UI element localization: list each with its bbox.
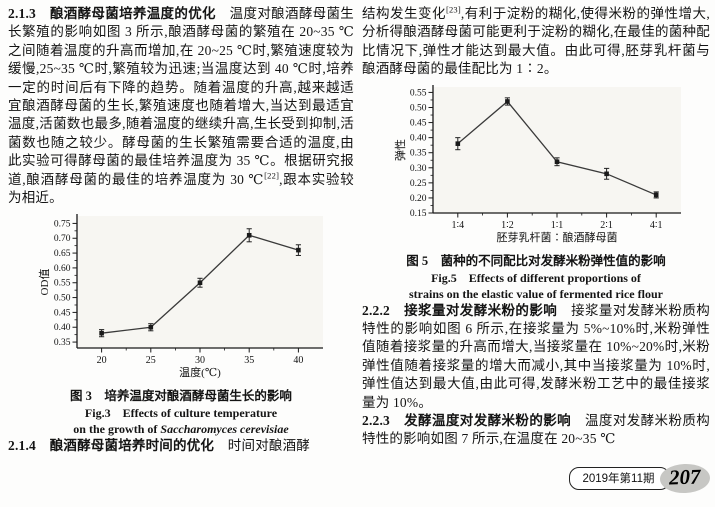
- data-point-marker: [653, 192, 659, 197]
- x-tick-label: 30: [195, 355, 205, 366]
- section-2-2-2-heading: 2.2.2 接浆量对发酵米粉的影响: [362, 302, 558, 318]
- x-tick-label: 35: [244, 355, 254, 366]
- figure-3-caption-en-1: Fig.3 Effects of culture temperature: [84, 406, 278, 421]
- x-tick-label: 20: [97, 355, 107, 366]
- left-column: 2.1.3 酿酒酵母菌培养温度的优化 温度对酿酒酵母菌生长繁殖的影响如图 3 所…: [8, 5, 354, 456]
- x-tick-label: 2∶1: [600, 220, 613, 231]
- section-2-2-2-body: 接浆量对发酵米粉质构特性的影响如图 6 所示,在接浆量为 5%~10%时,米粉弹…: [362, 302, 710, 410]
- figure-5-caption-en-2: strains on the elastic value of fermente…: [409, 286, 663, 301]
- section-2-2-3-body: 温度对发酵米粉质构特性的影响如图 7 所示,在温度在 20~35 ℃: [362, 413, 710, 447]
- y-tick-label: 0.40: [54, 324, 71, 334]
- x-axis-title: 胚芽乳杆菌∶酿酒酵母菌: [497, 230, 618, 244]
- y-tick-label: 0.50: [410, 103, 427, 113]
- section-2-1-3-body: 温度对酿酒酵母菌生长繁殖的影响如图 3 所示,酿酒酵母菌的繁殖在 20~35 ℃…: [8, 6, 354, 187]
- y-tick-label: 0.40: [410, 133, 427, 143]
- data-point-marker: [455, 140, 461, 146]
- paragraph-2-2-3: 2.2.3 发酵温度对发酵米粉的影响 温度对发酵米粉质构特性的影响如图 7 所示…: [362, 412, 710, 449]
- paragraph-continuation: 结构发生变化[23],有利于淀粉的糊化,使得米粉的弹性增大,分析得酿酒酵母菌可能…: [362, 5, 710, 79]
- section-2-1-3-body-tail: ,跟本实验较为相近。: [8, 171, 355, 206]
- figure-5-caption-en-1: Fig.5 Effects of different proportions o…: [431, 270, 641, 285]
- page-footer: 2019年第11期 207: [569, 463, 710, 494]
- figure-5: 0.15 0.20 0.25 0.30 0.35 0.40 0.45 0.50 0.55 1∶4 1…: [362, 79, 710, 302]
- data-point-marker: [554, 159, 560, 164]
- section-2-1-3-heading: 2.1.3 酿酒酵母菌培养温度的优化: [8, 6, 216, 21]
- y-tick-label: 0.35: [410, 148, 427, 158]
- x-tick-label: 40: [293, 355, 303, 366]
- figure-3-chart: 0.35 0.40 0.45 0.50 0.55 0.60 0.65 0.70 0.75 20 25…: [37, 210, 335, 387]
- fig5-svg: 0.15 0.20 0.25 0.30 0.35 0.40 0.45 0.50 0.55 1∶4 1…: [393, 84, 681, 244]
- paragraph-2-2-2: 2.2.2 接浆量对发酵米粉的影响 接浆量对发酵米粉质构特性的影响如图 6 所示…: [362, 302, 710, 412]
- figure-3-caption-cn: 图 3 培养温度对酿酒酵母菌生长的影响: [70, 389, 292, 404]
- page-number: 207: [659, 463, 710, 494]
- section-2-2-3-heading: 2.2.3 发酵温度对发酵米粉的影响: [362, 413, 572, 429]
- continuation-body-tail: ,有利于淀粉的糊化,使得米粉的弹性增大,分析得酿酒酵母菌可能更利于淀粉的糊化,在…: [362, 6, 711, 77]
- y-axis-title: 弹性: [393, 139, 407, 161]
- y-axis-title: OD值: [38, 269, 51, 296]
- right-column: 结构发生变化[23],有利于淀粉的糊化,使得米粉的弹性增大,分析得酿酒酵母菌可能…: [362, 5, 710, 449]
- y-tick-label: 0.55: [54, 279, 71, 289]
- species-name: Saccharomyces cerevisiae: [160, 422, 289, 437]
- x-axis-title: 温度(℃): [179, 365, 221, 379]
- fig3-svg: 0.35 0.40 0.45 0.50 0.55 0.60 0.65 0.70 0.75 20 25…: [38, 214, 323, 379]
- x-tick-label: 25: [146, 355, 156, 366]
- section-2-1-4-body: 时间对酿酒酵: [214, 438, 311, 454]
- figure-5-caption-cn: 图 5 菌种的不同配比对发酵米粉弹性值的影响: [406, 253, 666, 268]
- y-tick-label: 0.65: [54, 250, 71, 260]
- data-point-marker: [505, 98, 510, 104]
- x-tick-label: 1∶4: [451, 220, 464, 231]
- caption-text: on the growth of: [73, 422, 161, 437]
- figure-3-caption-en-2: on the growth of Saccharomyces cerevisia…: [8, 421, 354, 437]
- data-point-marker: [197, 280, 203, 286]
- y-tick-label: 0.50: [54, 294, 71, 304]
- paragraph-2-1-4: 2.1.4 酿酒酵母菌培养时间的优化 时间对酿酒酵: [8, 437, 354, 455]
- y-tick-label: 0.25: [410, 178, 427, 188]
- continuation-body: 结构发生变化: [362, 6, 446, 21]
- y-tick-label: 0.75: [54, 220, 71, 230]
- figure-3: 0.35 0.40 0.45 0.50 0.55 0.60 0.65 0.70 0.75 20 25…: [8, 207, 354, 437]
- section-2-1-4-heading: 2.1.4 酿酒酵母菌培养时间的优化: [8, 438, 215, 454]
- x-tick-label: 1∶2: [501, 220, 514, 231]
- citation-ref-23: [23]: [445, 4, 461, 15]
- y-tick-label: 0.35: [54, 339, 71, 349]
- y-tick-label: 0.45: [410, 118, 427, 128]
- y-tick-label: 0.55: [410, 88, 427, 98]
- data-point-marker: [148, 325, 154, 331]
- data-point-marker: [246, 233, 252, 239]
- data-point-marker: [604, 171, 609, 176]
- x-tick-label: 4∶1: [650, 220, 663, 231]
- figure-5-chart: 0.15 0.20 0.25 0.30 0.35 0.40 0.45 0.50 0.55 1∶4 1…: [393, 81, 693, 252]
- data-point-marker: [99, 331, 104, 336]
- y-tick-label: 0.45: [54, 309, 71, 319]
- y-tick-label: 0.60: [54, 264, 71, 274]
- y-tick-label: 0.15: [410, 209, 427, 219]
- data-point-marker: [296, 248, 301, 253]
- paragraph-2-1-3: 2.1.3 酿酒酵母菌培养温度的优化 温度对酿酒酵母菌生长繁殖的影响如图 3 所…: [8, 5, 354, 207]
- y-tick-label: 0.70: [54, 235, 71, 245]
- y-tick-label: 0.20: [410, 194, 427, 204]
- citation-ref-22: [22]: [264, 170, 280, 181]
- x-tick-label: 1∶1: [551, 220, 564, 231]
- journal-issue-badge: 2019年第11期: [569, 467, 670, 490]
- y-tick-label: 0.30: [410, 163, 427, 173]
